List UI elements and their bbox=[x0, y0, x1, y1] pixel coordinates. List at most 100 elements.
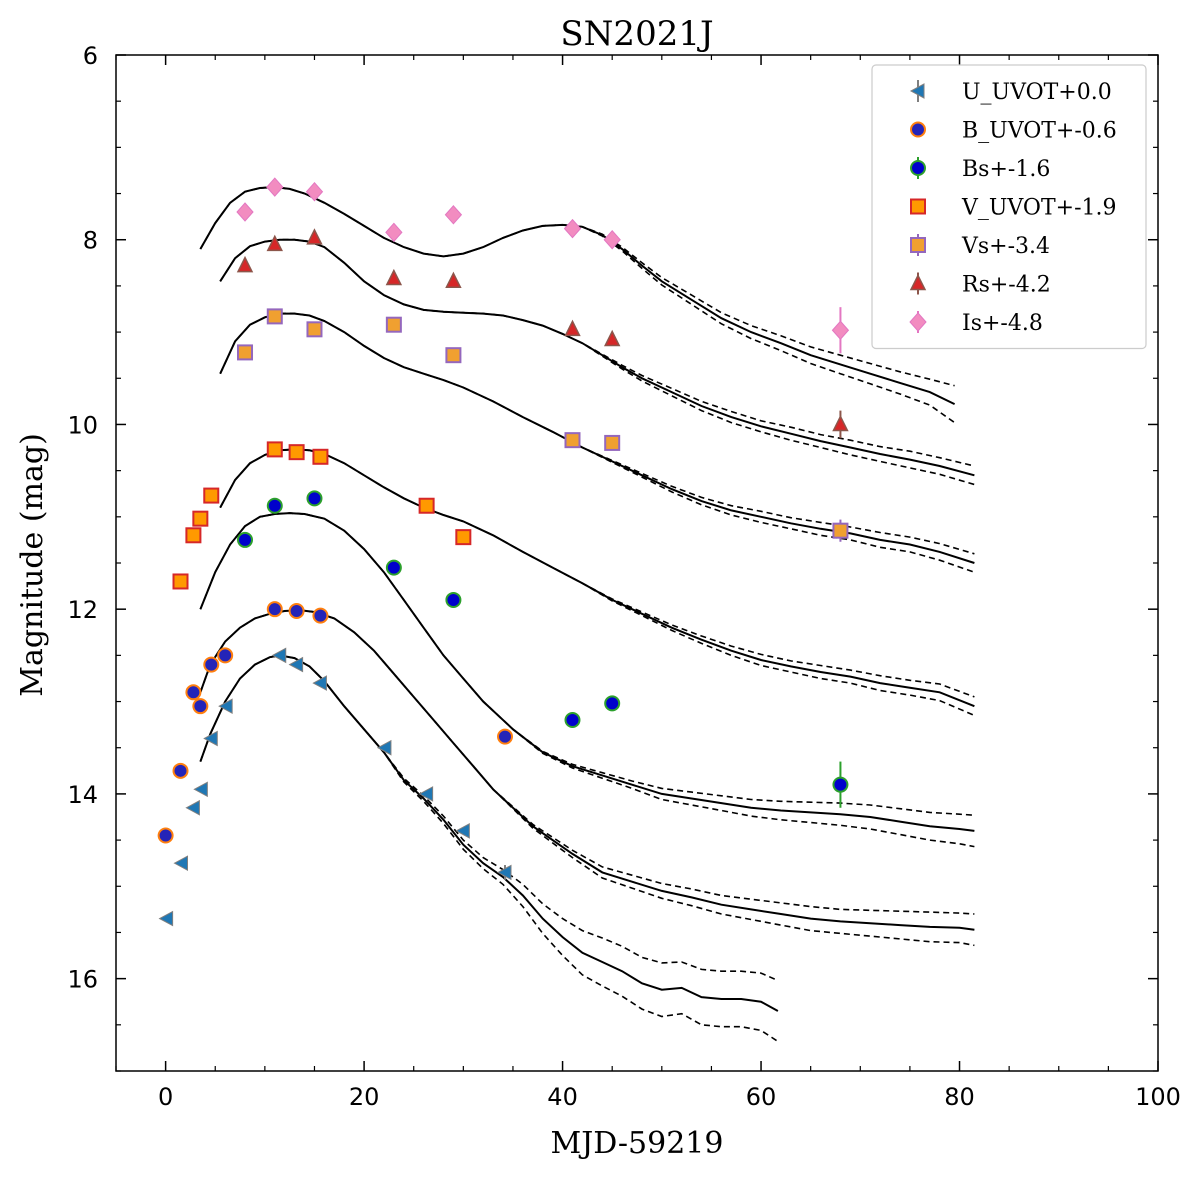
data-point bbox=[418, 497, 435, 514]
data-point bbox=[564, 319, 581, 337]
x-tick-label: 40 bbox=[547, 1083, 578, 1111]
y-tick-label: 6 bbox=[83, 42, 98, 70]
legend-entry: Vs+-3.4 bbox=[961, 234, 1050, 259]
data-point bbox=[288, 444, 305, 461]
data-point bbox=[831, 320, 850, 340]
legend-entry: U_UVOT+0.0 bbox=[962, 80, 1112, 105]
data-point bbox=[271, 647, 287, 664]
legend-marker bbox=[910, 237, 926, 253]
legend-marker bbox=[909, 83, 925, 99]
data-point bbox=[603, 329, 621, 347]
data-point bbox=[385, 222, 403, 243]
model-band-lower-6 bbox=[199, 186, 956, 424]
data-point bbox=[306, 228, 323, 245]
data-point bbox=[288, 656, 304, 673]
data-point bbox=[445, 347, 462, 364]
data-point bbox=[445, 271, 462, 289]
model-curve-4 bbox=[219, 312, 975, 564]
data-point bbox=[385, 268, 403, 286]
data-point bbox=[237, 344, 254, 361]
legend-entry: Rs+-4.2 bbox=[962, 273, 1051, 298]
legend-entry: Is+-4.8 bbox=[962, 311, 1043, 336]
data-point bbox=[158, 910, 174, 927]
model-band-lower-1 bbox=[199, 609, 975, 947]
data-point bbox=[288, 603, 305, 620]
axes: 0 20 40 60 80 100 6 8 10 12 14 16 bbox=[67, 42, 1180, 1111]
y-axis-label: Magnitude (mag) bbox=[15, 433, 50, 697]
legend-marker bbox=[910, 198, 926, 215]
model-band-upper-3 bbox=[219, 448, 975, 698]
x-axis-label: MJD-59219 bbox=[551, 1126, 724, 1161]
data-point bbox=[218, 698, 233, 715]
data-point bbox=[185, 527, 202, 544]
data-point bbox=[604, 434, 621, 451]
data-point bbox=[418, 786, 434, 802]
data-point bbox=[192, 510, 209, 527]
data-point bbox=[237, 531, 254, 548]
legend-marker bbox=[910, 121, 926, 138]
data-point bbox=[445, 591, 462, 608]
chart-title: SN2021J bbox=[560, 14, 713, 54]
data-point bbox=[604, 695, 621, 712]
model-band-lower-3 bbox=[219, 448, 975, 717]
data-point bbox=[236, 255, 254, 273]
data-point bbox=[444, 205, 463, 225]
x-tick-label: 20 bbox=[349, 1083, 380, 1111]
data-point bbox=[172, 573, 189, 590]
data-point bbox=[203, 730, 218, 747]
model-curve-2 bbox=[199, 512, 975, 832]
data-point bbox=[266, 601, 283, 618]
data-point bbox=[157, 827, 174, 844]
data-point bbox=[185, 799, 200, 816]
legend-marker bbox=[909, 273, 927, 291]
data-point bbox=[193, 781, 208, 798]
x-tick-label: 80 bbox=[944, 1083, 975, 1111]
data-point bbox=[832, 522, 849, 539]
data-point bbox=[455, 529, 472, 546]
data-point bbox=[455, 823, 470, 839]
data-point bbox=[306, 490, 323, 507]
data-point bbox=[266, 497, 283, 514]
x-tick-label: 60 bbox=[746, 1083, 777, 1111]
data-point bbox=[305, 181, 324, 202]
model-band-lower-5 bbox=[219, 238, 975, 486]
data-point bbox=[385, 316, 402, 333]
legend-entry: Bs+-1.6 bbox=[962, 157, 1050, 182]
data-point bbox=[266, 234, 283, 252]
data-point bbox=[172, 762, 189, 779]
data-point bbox=[312, 448, 329, 465]
model-curve-6 bbox=[199, 186, 956, 406]
legend-box bbox=[871, 64, 1147, 350]
data-point bbox=[266, 308, 283, 325]
data-point bbox=[832, 776, 849, 793]
model-curve-3 bbox=[219, 448, 975, 708]
data-point bbox=[385, 559, 402, 576]
data-point bbox=[497, 728, 514, 745]
data-point bbox=[266, 177, 284, 197]
data-point bbox=[312, 675, 327, 691]
model-band-lower-2 bbox=[199, 512, 975, 848]
legend-marker bbox=[909, 312, 927, 332]
data-point bbox=[203, 656, 220, 673]
data-point bbox=[266, 441, 283, 458]
x-tick-label: 100 bbox=[1135, 1083, 1181, 1111]
model-curve-5 bbox=[219, 238, 975, 477]
y-tick-label: 16 bbox=[67, 966, 98, 994]
model-band-upper-0 bbox=[199, 654, 779, 982]
data-point bbox=[306, 321, 323, 338]
model-band-lower-0 bbox=[199, 654, 779, 1043]
data-point bbox=[603, 229, 621, 250]
legend-entry: B_UVOT+-0.6 bbox=[962, 119, 1117, 144]
data-point bbox=[192, 698, 209, 715]
legend-entry: V_UVOT+-1.9 bbox=[961, 196, 1117, 221]
legend-marker bbox=[910, 160, 926, 176]
data-point bbox=[832, 414, 849, 432]
data-point bbox=[564, 432, 581, 449]
x-tick-label: 0 bbox=[158, 1083, 173, 1111]
y-tick-label: 14 bbox=[67, 781, 98, 809]
model-curve-0 bbox=[199, 654, 779, 1012]
data-point bbox=[564, 712, 581, 729]
data-point bbox=[376, 739, 392, 756]
data-points bbox=[157, 177, 850, 927]
